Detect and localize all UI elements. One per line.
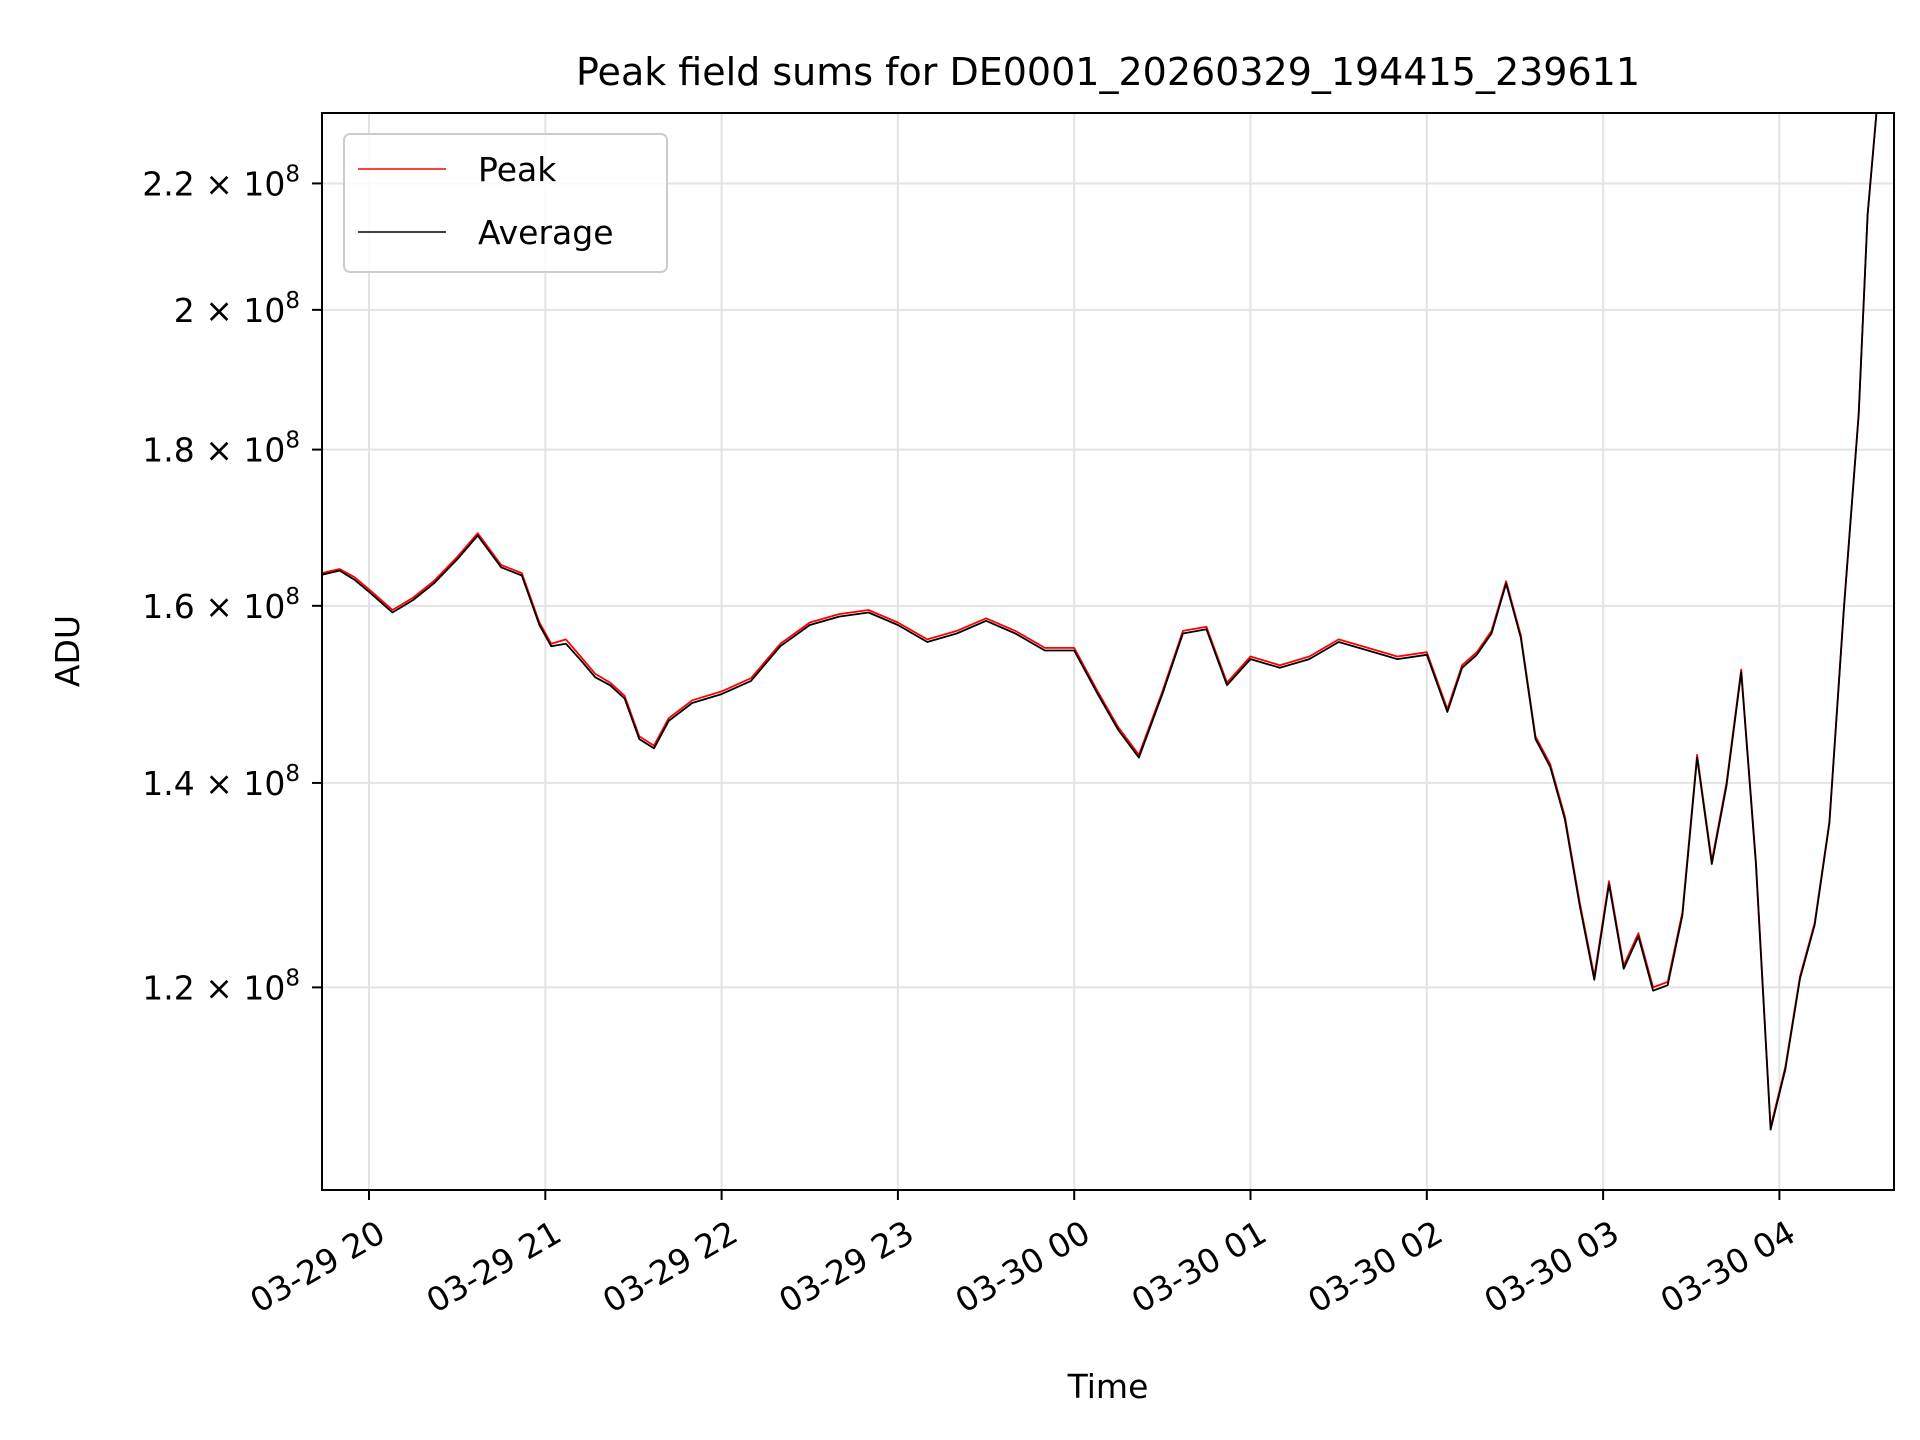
y-tick-label: 1.2 × 108 <box>142 965 300 1007</box>
legend: Peak Average <box>343 133 668 273</box>
series-line-average <box>322 114 1878 1131</box>
legend-label-average: Average <box>478 213 614 252</box>
y-tick-label: 2.2 × 108 <box>142 161 300 203</box>
legend-label-peak: Peak <box>478 150 557 189</box>
y-tick-label: 1.4 × 108 <box>142 761 300 803</box>
y-axis-label: ADU <box>48 615 87 687</box>
series-layer <box>322 113 1878 1131</box>
plot-frame <box>321 112 1895 1191</box>
x-axis-label: Time <box>1067 1367 1149 1406</box>
y-axis: 1.2 × 108 1.4 × 108 1.6 × 108 1.8 × 108 2 × … <box>142 161 322 1007</box>
y-tick-label: 1.6 × 108 <box>142 584 300 626</box>
y-tick-label: 1.8 × 108 <box>142 428 300 470</box>
y-tick-label: 2 × 108 <box>174 288 300 330</box>
chart-title: Peak field sums for DE0001_20260329_1944… <box>576 50 1640 94</box>
